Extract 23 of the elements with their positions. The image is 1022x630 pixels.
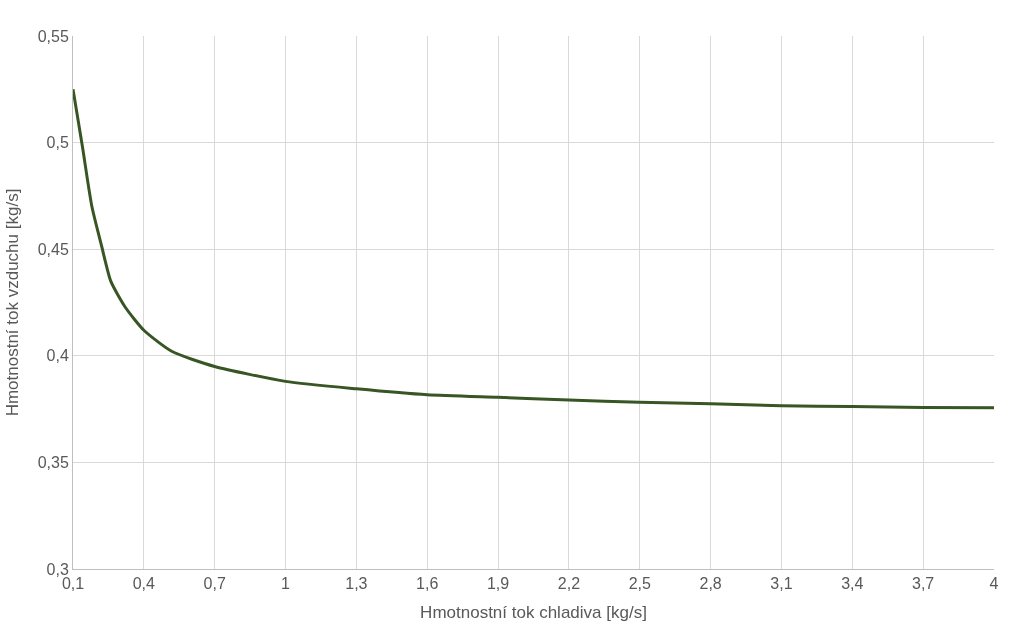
x-tick-label: 0,7 [203, 575, 226, 593]
x-tick-label: 2,5 [628, 575, 651, 593]
y-tick-label: 0,35 [37, 454, 69, 471]
x-tick-label: 1,3 [345, 575, 368, 593]
y-axis-title: Hmotnostní tok vzduchu [kg/s] [3, 188, 23, 417]
x-tick-label: 1,6 [416, 575, 439, 593]
x-axis-title: Hmotnostní tok chladiva [kg/s] [420, 602, 647, 622]
x-tick-label: 2,2 [557, 575, 581, 593]
x-tick-label: 3,4 [841, 575, 864, 593]
y-tick-label: 0,4 [46, 347, 69, 365]
x-tick-label: 1 [281, 575, 291, 593]
x-tick-label: 0,1 [61, 575, 85, 593]
y-tick-label: 0,3 [46, 560, 69, 578]
x-tick-label: 0,4 [132, 575, 156, 593]
y-tick-label: 0,45 [37, 240, 69, 258]
x-tick-label: 3,7 [912, 575, 935, 593]
x-tick-label: 1,9 [486, 575, 510, 593]
line-series [73, 87, 994, 410]
x-tick-label: 2,8 [699, 575, 722, 593]
x-tick-label: 4 [989, 575, 999, 593]
x-tick-label: 3,1 [770, 575, 793, 593]
y-tick-label: 0,5 [46, 134, 69, 152]
y-tick-label: 0,55 [37, 27, 69, 45]
